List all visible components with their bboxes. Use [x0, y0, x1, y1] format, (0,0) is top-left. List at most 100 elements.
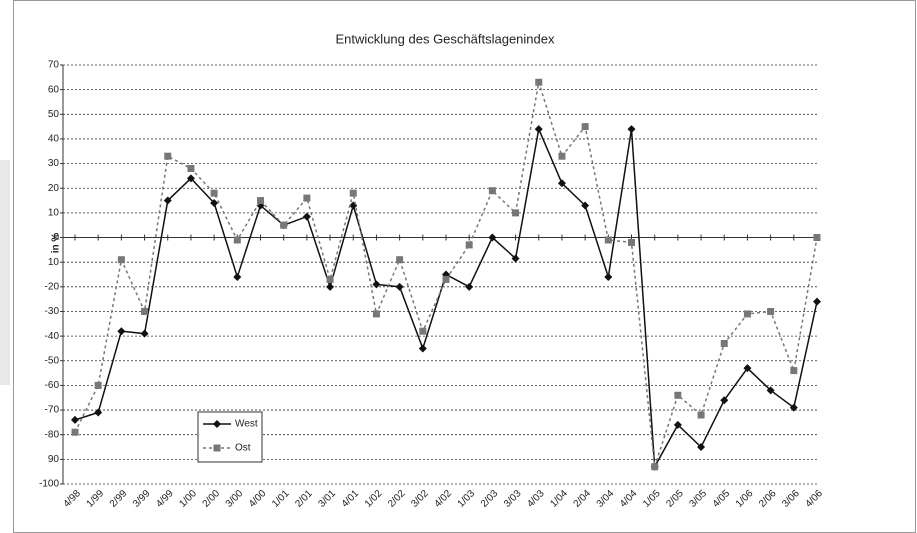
x-tick-label: 1/01 [270, 488, 292, 510]
data-point [163, 196, 172, 205]
y-tick-label: 0 [53, 232, 59, 243]
data-point [720, 396, 729, 405]
data-point [326, 282, 335, 291]
data-point [558, 152, 566, 160]
x-tick-label: 4/01 [340, 488, 362, 510]
data-point [789, 403, 798, 412]
y-tick-label: 10 [48, 208, 60, 219]
data-point [419, 327, 427, 335]
x-tick-label: 2/05 [664, 488, 686, 510]
legend-box [197, 411, 263, 463]
y-tick-label: -50 [45, 355, 60, 366]
x-tick-label: 4/06 [803, 488, 825, 510]
x-tick-label: 4/99 [154, 488, 176, 510]
data-point [94, 381, 102, 389]
y-tick-label: -40 [45, 331, 60, 342]
data-point [233, 236, 241, 244]
x-tick-label: 2/00 [201, 488, 223, 510]
data-point [257, 197, 264, 205]
data-point [141, 307, 149, 315]
data-point [418, 344, 427, 353]
x-tick-label: 4/02 [432, 488, 454, 510]
x-tick-label: 2/06 [757, 488, 779, 510]
data-point [117, 256, 125, 264]
data-point [210, 199, 219, 208]
data-point [465, 282, 474, 291]
legend-label: Ost [235, 443, 251, 454]
data-point [164, 152, 172, 160]
x-tick-label: 4/04 [618, 488, 640, 510]
x-tick-label: 1/99 [85, 488, 107, 510]
data-point [395, 282, 404, 291]
data-point [396, 256, 404, 264]
data-point [465, 241, 473, 249]
y-tick-label: 30 [48, 158, 60, 169]
data-point [604, 272, 613, 281]
y-tick-label: 10 [48, 257, 60, 268]
x-tick-label: 1/00 [177, 488, 199, 510]
data-point [697, 443, 706, 452]
data-point [767, 307, 775, 315]
y-tick-label: -80 [45, 429, 60, 440]
y-tick-label: 60 [48, 84, 60, 95]
x-tick-label: 2/02 [386, 488, 408, 510]
x-tick-label: 4/98 [61, 488, 83, 510]
x-tick-label: 1/03 [456, 488, 478, 510]
data-point [349, 189, 357, 197]
data-point [71, 415, 79, 424]
y-tick-label: 90 [48, 454, 60, 465]
data-point [697, 411, 705, 419]
data-point [581, 123, 589, 131]
x-tick-label: 3/02 [409, 488, 431, 510]
y-tick-label: -30 [45, 306, 60, 317]
data-point [511, 254, 520, 263]
data-point [651, 463, 659, 471]
x-tick-label: 4/03 [525, 488, 547, 510]
x-tick-label: 4/00 [247, 488, 269, 510]
y-tick-label: -100 [39, 479, 59, 490]
data-point [813, 297, 821, 306]
y-tick-label: 70 [48, 60, 60, 71]
y-tick-label: -70 [45, 405, 60, 416]
x-tick-label: 1/05 [641, 488, 663, 510]
data-point [302, 212, 311, 221]
data-point [743, 364, 752, 373]
data-point [233, 272, 242, 281]
data-point [720, 340, 728, 348]
data-point [140, 329, 149, 338]
x-tick-label: 2/01 [293, 488, 315, 510]
data-point [581, 201, 590, 210]
x-tick-label: 2/99 [108, 488, 130, 510]
data-point [372, 310, 380, 318]
data-point [627, 125, 636, 134]
y-tick-label: 50 [48, 109, 60, 120]
data-point [303, 194, 311, 202]
x-tick-label: 2/04 [572, 488, 594, 510]
data-point [673, 420, 682, 429]
data-point [442, 275, 450, 283]
data-point [280, 221, 288, 229]
data-point [628, 238, 635, 246]
data-point [813, 234, 821, 242]
y-tick-label: -60 [45, 380, 60, 391]
data-point [71, 428, 79, 436]
legend-marker [213, 420, 221, 428]
data-point [790, 367, 798, 375]
x-tick-label: 1/06 [734, 488, 756, 510]
data-point [372, 280, 381, 289]
x-tick-label: 4/05 [711, 488, 733, 510]
x-tick-label: 3/05 [688, 488, 710, 510]
legend-label: West [235, 419, 258, 430]
data-point [534, 125, 543, 134]
data-point [674, 391, 682, 399]
x-tick-label: 1/04 [548, 488, 570, 510]
data-point [743, 310, 751, 318]
data-point [488, 233, 497, 242]
data-point [117, 327, 126, 336]
y-axis-label: in % [51, 233, 62, 254]
frame [13, 0, 916, 533]
data-point [94, 408, 103, 417]
y-tick-label: 40 [48, 134, 60, 145]
x-tick-label: 3/01 [317, 488, 339, 510]
